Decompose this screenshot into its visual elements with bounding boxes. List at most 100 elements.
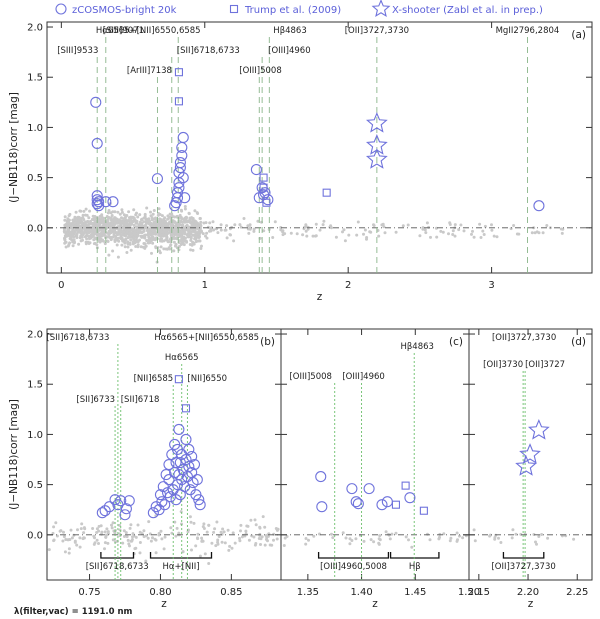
background-point xyxy=(131,535,134,539)
background-point xyxy=(183,205,187,208)
background-point xyxy=(272,538,275,542)
background-point xyxy=(69,528,73,532)
background-point xyxy=(207,562,211,565)
background-point xyxy=(165,234,169,238)
circle-point xyxy=(120,503,132,515)
background-point xyxy=(382,225,386,229)
background-point xyxy=(301,233,305,237)
background-point xyxy=(103,530,107,534)
background-point xyxy=(128,231,131,235)
background-point xyxy=(434,226,438,230)
background-point xyxy=(196,536,199,540)
background-point xyxy=(212,228,216,232)
background-point xyxy=(126,242,130,246)
background-point xyxy=(113,531,117,535)
background-point xyxy=(120,210,124,214)
background-point xyxy=(196,230,200,234)
background-point xyxy=(472,528,476,532)
bracket xyxy=(100,552,135,559)
circle-point xyxy=(194,499,206,511)
background-point xyxy=(63,550,67,554)
background-point xyxy=(116,233,120,237)
background-point xyxy=(195,211,199,215)
background-point xyxy=(88,209,92,213)
background-point xyxy=(178,216,182,220)
background-point xyxy=(132,237,136,241)
background-point xyxy=(369,230,373,234)
background-point xyxy=(126,538,130,542)
background-point xyxy=(271,236,275,239)
background-point xyxy=(79,224,83,228)
background-point xyxy=(295,232,299,236)
circle-point xyxy=(174,162,186,174)
background-point xyxy=(174,224,178,228)
background-point xyxy=(98,228,102,232)
background-point xyxy=(219,223,223,227)
background-point xyxy=(188,220,192,224)
circle-point xyxy=(188,458,201,471)
background-point xyxy=(188,243,192,246)
background-point xyxy=(478,222,482,226)
background-point xyxy=(121,237,124,241)
background-point xyxy=(283,536,287,540)
circle-point xyxy=(346,483,358,495)
background-point xyxy=(532,533,536,536)
background-point xyxy=(472,235,476,239)
x-tick-label: 3 xyxy=(488,280,494,291)
background-point xyxy=(170,531,174,535)
background-point xyxy=(63,241,67,245)
x-axis-label: z xyxy=(161,598,167,610)
bracket-label: [OII]3727,3730 xyxy=(491,562,555,572)
background-point xyxy=(159,234,163,238)
background-point xyxy=(242,217,246,220)
line-label: [OIII]4960 xyxy=(342,372,384,382)
background-point xyxy=(100,231,104,235)
background-point xyxy=(189,236,193,240)
background-point xyxy=(67,228,71,232)
square-point xyxy=(262,198,271,207)
background-point xyxy=(265,538,268,541)
background-point xyxy=(212,530,216,534)
panel-label: (c) xyxy=(449,336,463,348)
background-point xyxy=(377,537,381,541)
y-tick-label: 0.0 xyxy=(27,223,43,234)
background-point xyxy=(322,219,326,223)
background-point xyxy=(103,242,107,246)
circle-point xyxy=(173,182,185,194)
background-point xyxy=(158,226,162,230)
background-point xyxy=(88,237,91,241)
background-point xyxy=(205,231,209,235)
star-point xyxy=(365,148,388,169)
circle-point xyxy=(315,471,327,483)
data-points xyxy=(90,68,550,521)
background-point xyxy=(110,222,114,226)
background-point xyxy=(98,240,101,243)
background-point xyxy=(164,247,168,251)
background-point xyxy=(239,225,243,229)
background-point xyxy=(188,515,192,519)
background-point xyxy=(175,236,179,240)
background-point xyxy=(105,527,109,531)
background-point xyxy=(105,222,109,226)
circle-point xyxy=(191,474,203,486)
circle-point xyxy=(91,198,103,210)
background-point xyxy=(104,235,108,238)
background-point xyxy=(97,222,101,226)
background-point xyxy=(423,228,427,232)
background-point xyxy=(220,532,224,536)
square-point xyxy=(174,68,183,77)
background-point xyxy=(97,529,101,533)
background-point xyxy=(74,210,78,214)
background-point xyxy=(68,241,72,245)
line-label: [OII]3727,3730 xyxy=(345,26,409,36)
background-point xyxy=(407,538,410,542)
background-point xyxy=(125,214,129,217)
background-point xyxy=(418,234,422,238)
circle-point xyxy=(93,196,105,208)
background-point xyxy=(141,230,145,234)
background-point xyxy=(127,218,131,222)
background-point xyxy=(170,233,174,237)
background-point xyxy=(139,234,143,238)
background-point xyxy=(177,531,181,535)
background-point xyxy=(79,228,83,232)
